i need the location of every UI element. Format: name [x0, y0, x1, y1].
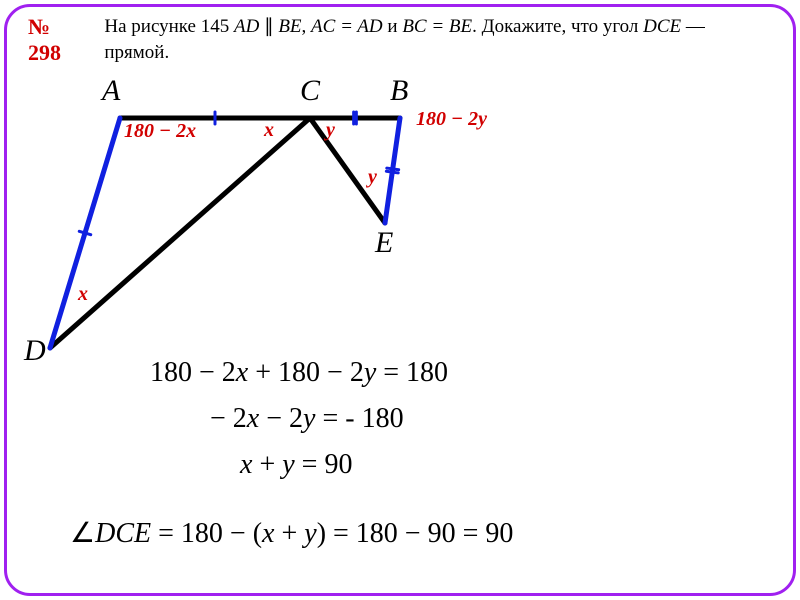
- angle-label-y-top: y: [326, 119, 335, 142]
- problem-text-part: . Докажи­те, что угол: [472, 16, 643, 37]
- equation-4: ∠DCE = 180 − (x + y) = 180 − 90 = 90: [70, 516, 513, 550]
- angle-label-x-top: x: [264, 119, 274, 142]
- equation-1: 180 − 2x + 180 − 2y = 180: [150, 350, 750, 396]
- point-label-B: B: [390, 74, 408, 108]
- problem-number: № 298: [28, 14, 88, 66]
- problem-text-part: ∥: [259, 16, 278, 37]
- angle-label-180-2x: 180 − 2x: [124, 120, 196, 143]
- problem-text-part: и: [383, 16, 403, 37]
- angle-label-y-E: y: [368, 166, 377, 189]
- point-label-C: C: [300, 74, 320, 108]
- problem-text-part: AD: [234, 16, 259, 37]
- problem-text-part: На рисунке 145: [104, 16, 234, 37]
- problem-text-part: BE: [278, 16, 301, 37]
- point-label-D: D: [24, 334, 46, 368]
- problem-text-part: ,: [302, 16, 312, 37]
- point-label-E: E: [375, 226, 393, 260]
- geometry-diagram: A C B D E 180 − 2x x y 180 − 2y y x: [30, 78, 550, 378]
- angle-label-x-D: x: [78, 283, 88, 306]
- point-label-A: A: [102, 74, 120, 108]
- problem-text-part: DCE: [643, 16, 681, 37]
- header: № 298 На рисунке 145 AD ∥ BE, AC = AD и …: [28, 14, 772, 66]
- equation-3: x + y = 90: [150, 442, 750, 488]
- equation-2: − 2x − 2y = - 180: [150, 396, 750, 442]
- angle-label-180-2y: 180 − 2y: [416, 108, 487, 131]
- equations-block: 180 − 2x + 180 − 2y = 180 − 2x − 2y = - …: [150, 350, 750, 489]
- problem-text-part: BC = BE: [402, 16, 472, 37]
- problem-statement: На рисунке 145 AD ∥ BE, AC = AD и BC = B…: [104, 14, 772, 65]
- problem-text-part: AC = AD: [311, 16, 383, 37]
